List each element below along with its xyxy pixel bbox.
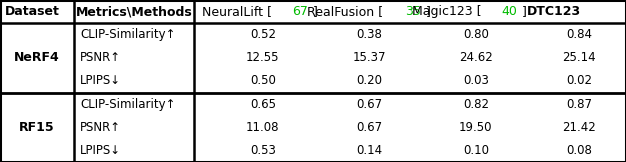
Text: 0.08: 0.08 [566,144,592,157]
Text: CLIP-Similarity↑: CLIP-Similarity↑ [80,98,176,111]
Text: ]: ] [426,5,430,18]
Text: 0.82: 0.82 [463,98,489,111]
Text: 0.20: 0.20 [356,75,382,87]
Text: LPIPS↓: LPIPS↓ [80,144,121,157]
Text: 19.50: 19.50 [459,121,493,134]
Text: 0.10: 0.10 [463,144,489,157]
Text: LPIPS↓: LPIPS↓ [80,75,121,87]
Text: 0.65: 0.65 [250,98,276,111]
Text: RealFusion [: RealFusion [ [307,5,383,18]
Text: CLIP-Similarity↑: CLIP-Similarity↑ [80,28,176,41]
Text: 0.80: 0.80 [463,28,489,41]
Text: 21.42: 21.42 [562,121,596,134]
Text: NeRF4: NeRF4 [13,51,59,64]
Text: PSNR↑: PSNR↑ [80,51,121,64]
Text: 0.14: 0.14 [356,144,382,157]
Text: 0.03: 0.03 [463,75,489,87]
Text: 67: 67 [292,5,308,18]
Text: 25.14: 25.14 [562,51,596,64]
Text: ]: ] [312,5,317,18]
Text: 15.37: 15.37 [352,51,386,64]
Text: 0.52: 0.52 [250,28,276,41]
Text: ]: ] [522,5,527,18]
Text: Magic123 [: Magic123 [ [412,5,481,18]
Text: 0.02: 0.02 [566,75,592,87]
Text: 0.53: 0.53 [250,144,276,157]
Text: 0.50: 0.50 [250,75,276,87]
Text: 40: 40 [502,5,518,18]
Text: 0.87: 0.87 [566,98,592,111]
Text: NeuralLift [: NeuralLift [ [202,5,272,18]
Text: 0.67: 0.67 [356,98,382,111]
Text: DTC123: DTC123 [527,5,581,18]
Text: 24.62: 24.62 [459,51,493,64]
Text: Dataset: Dataset [5,5,60,18]
Text: 12.55: 12.55 [246,51,280,64]
Text: 0.38: 0.38 [356,28,382,41]
Text: PSNR↑: PSNR↑ [80,121,121,134]
Text: 0.67: 0.67 [356,121,382,134]
Text: Metrics\Methods: Metrics\Methods [76,5,193,18]
Text: 35: 35 [405,5,421,18]
Text: RF15: RF15 [19,121,54,134]
Text: 0.84: 0.84 [566,28,592,41]
Text: 11.08: 11.08 [246,121,280,134]
